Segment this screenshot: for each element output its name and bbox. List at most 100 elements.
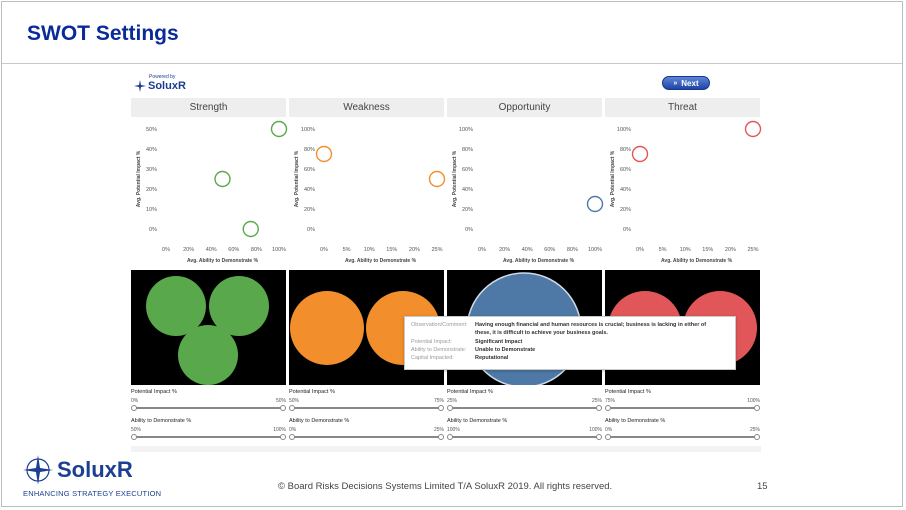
y-tick-label: 40% xyxy=(462,187,473,193)
x-tick-label: 15% xyxy=(702,247,713,253)
opportunity-header: Opportunity xyxy=(447,98,602,117)
data-point[interactable] xyxy=(242,220,259,238)
data-point[interactable] xyxy=(586,195,604,213)
potential-impact-filter[interactable]: Potential Impact % 75% 100% xyxy=(605,389,760,413)
x-tick-label: 25% xyxy=(431,247,442,253)
data-point[interactable] xyxy=(428,170,446,188)
x-tick-label: 20% xyxy=(183,247,194,253)
weakness-bubble[interactable] xyxy=(290,291,364,365)
filter-label: Potential Impact % xyxy=(605,389,651,395)
weakness-scatter-chart[interactable]: 100% 80% 60% 40% 20% 0% 0% 5% 10% 15% 20% 25% Avg. P… xyxy=(289,117,446,267)
strength-bubble[interactable] xyxy=(178,325,238,385)
title-bar: SWOT Settings xyxy=(2,2,902,64)
y-tick-label: 0% xyxy=(307,227,315,233)
page-title: SWOT Settings xyxy=(27,22,179,45)
slider-min-handle[interactable] xyxy=(289,405,295,411)
logo-tagline: ENHANCING STRATEGY EXECUTION xyxy=(23,489,162,498)
slider-track[interactable] xyxy=(135,407,283,409)
slider-max-handle[interactable] xyxy=(280,434,286,440)
x-tick-label: 0% xyxy=(320,247,328,253)
slider-min-handle[interactable] xyxy=(605,434,611,440)
x-tick-label: 20% xyxy=(409,247,420,253)
slider-min-handle[interactable] xyxy=(447,434,453,440)
y-tick-label: 50% xyxy=(146,127,157,133)
page-number: 15 xyxy=(757,481,768,492)
powered-by-logo[interactable]: Powered by SoluxR xyxy=(134,74,194,96)
tooltip-row: Observation/Comment: Having enough financ… xyxy=(411,322,707,328)
strength-scatter-chart[interactable]: 50% 40% 30% 20% 10% 0% 0% 20% 40% 60% 80% 100% Avg. … xyxy=(131,117,288,267)
x-tick-label: 40% xyxy=(206,247,217,253)
slider-track[interactable] xyxy=(451,436,599,438)
data-point[interactable] xyxy=(270,120,288,138)
data-point[interactable] xyxy=(631,145,649,163)
strength-bubble-chart[interactable] xyxy=(131,270,286,385)
filter-min-value: 0% xyxy=(605,427,613,433)
ability-to-demonstrate-filter[interactable]: Ability to Demonstrate % 100% 100% xyxy=(447,418,602,442)
slider-max-handle[interactable] xyxy=(280,405,286,411)
threat-header: Threat xyxy=(605,98,760,117)
slider-track[interactable] xyxy=(293,436,441,438)
y-axis-label: Avg. Potential Impact % xyxy=(452,150,458,207)
slider-track[interactable] xyxy=(451,407,599,409)
x-axis-label: Avg. Ability to Demonstrate % xyxy=(503,258,575,264)
soluxr-logo: SoluxR ENHANCING STRATEGY EXECUTION xyxy=(23,455,173,500)
filter-max-value: 100% xyxy=(589,427,602,433)
filter-label: Ability to Demonstrate % xyxy=(131,418,192,424)
data-point[interactable] xyxy=(214,170,231,188)
slider-max-handle[interactable] xyxy=(438,405,444,411)
filter-min-value: 100% xyxy=(447,427,460,433)
next-button[interactable]: » Next xyxy=(662,76,710,90)
filter-label: Potential Impact % xyxy=(447,389,493,395)
filter-min-value: 0% xyxy=(289,427,297,433)
y-tick-label: 100% xyxy=(617,127,631,133)
y-tick-label: 40% xyxy=(146,147,157,153)
potential-impact-filter[interactable]: Potential Impact % 0% 50% xyxy=(131,389,286,413)
filter-max-value: 25% xyxy=(749,427,760,433)
ability-to-demonstrate-filter[interactable]: Ability to Demonstrate % 0% 25% xyxy=(289,418,444,442)
horizontal-scrollbar[interactable] xyxy=(131,446,761,452)
ability-to-demonstrate-filter[interactable]: Ability to Demonstrate % 0% 25% xyxy=(605,418,760,442)
y-axis-label: Avg. Potential Impact % xyxy=(136,150,142,207)
ability-to-demonstrate-filter[interactable]: Ability to Demonstrate % 50% 100% xyxy=(131,418,286,442)
strength-bubble[interactable] xyxy=(209,276,269,336)
slider-min-handle[interactable] xyxy=(131,434,137,440)
slider-track[interactable] xyxy=(609,407,757,409)
powered-by-label: Powered by xyxy=(149,74,176,80)
slider-max-handle[interactable] xyxy=(754,405,760,411)
y-tick-label: 60% xyxy=(462,167,473,173)
slider-track[interactable] xyxy=(293,407,441,409)
y-tick-label: 20% xyxy=(462,207,473,213)
filter-max-value: 100% xyxy=(747,398,760,404)
threat-scatter-chart[interactable]: 100% 80% 60% 40% 20% 0% 0% 5% 10% 15% 20% 25% Avg. P… xyxy=(605,117,762,267)
slider-min-handle[interactable] xyxy=(447,405,453,411)
y-tick-label: 40% xyxy=(620,187,631,193)
slider-max-handle[interactable] xyxy=(596,405,602,411)
x-tick-label: 0% xyxy=(162,247,170,253)
y-axis-label: Avg. Potential Impact % xyxy=(294,150,300,207)
potential-impact-filter[interactable]: Potential Impact % 25% 25% xyxy=(447,389,602,413)
strength-bubble[interactable] xyxy=(146,276,206,336)
x-tick-label: 20% xyxy=(725,247,736,253)
x-axis-label: Avg. Ability to Demonstrate % xyxy=(345,258,417,264)
filter-min-value: 50% xyxy=(131,427,142,433)
y-tick-label: 40% xyxy=(304,187,315,193)
y-tick-label: 80% xyxy=(620,147,631,153)
slider-min-handle[interactable] xyxy=(289,434,295,440)
slider-max-handle[interactable] xyxy=(754,434,760,440)
tooltip-row: these, it is difficult to achieve your b… xyxy=(475,330,608,336)
data-point[interactable] xyxy=(744,120,762,138)
potential-impact-filter[interactable]: Potential Impact % 50% 75% xyxy=(289,389,444,413)
opportunity-scatter-chart[interactable]: 100% 80% 60% 40% 20% 0% 0% 20% 40% 60% 80% 100% Avg.… xyxy=(447,117,604,267)
slider-min-handle[interactable] xyxy=(131,405,137,411)
y-tick-label: 10% xyxy=(146,207,157,213)
slider-track[interactable] xyxy=(135,436,283,438)
slider-max-handle[interactable] xyxy=(596,434,602,440)
filter-label: Ability to Demonstrate % xyxy=(289,418,350,424)
tooltip-row: Ability to Demonstrate: Unable to Demonst… xyxy=(411,347,536,353)
slider-min-handle[interactable] xyxy=(605,405,611,411)
x-tick-label: 5% xyxy=(659,247,667,253)
slider-max-handle[interactable] xyxy=(438,434,444,440)
data-point[interactable] xyxy=(315,145,333,163)
slider-track[interactable] xyxy=(609,436,757,438)
